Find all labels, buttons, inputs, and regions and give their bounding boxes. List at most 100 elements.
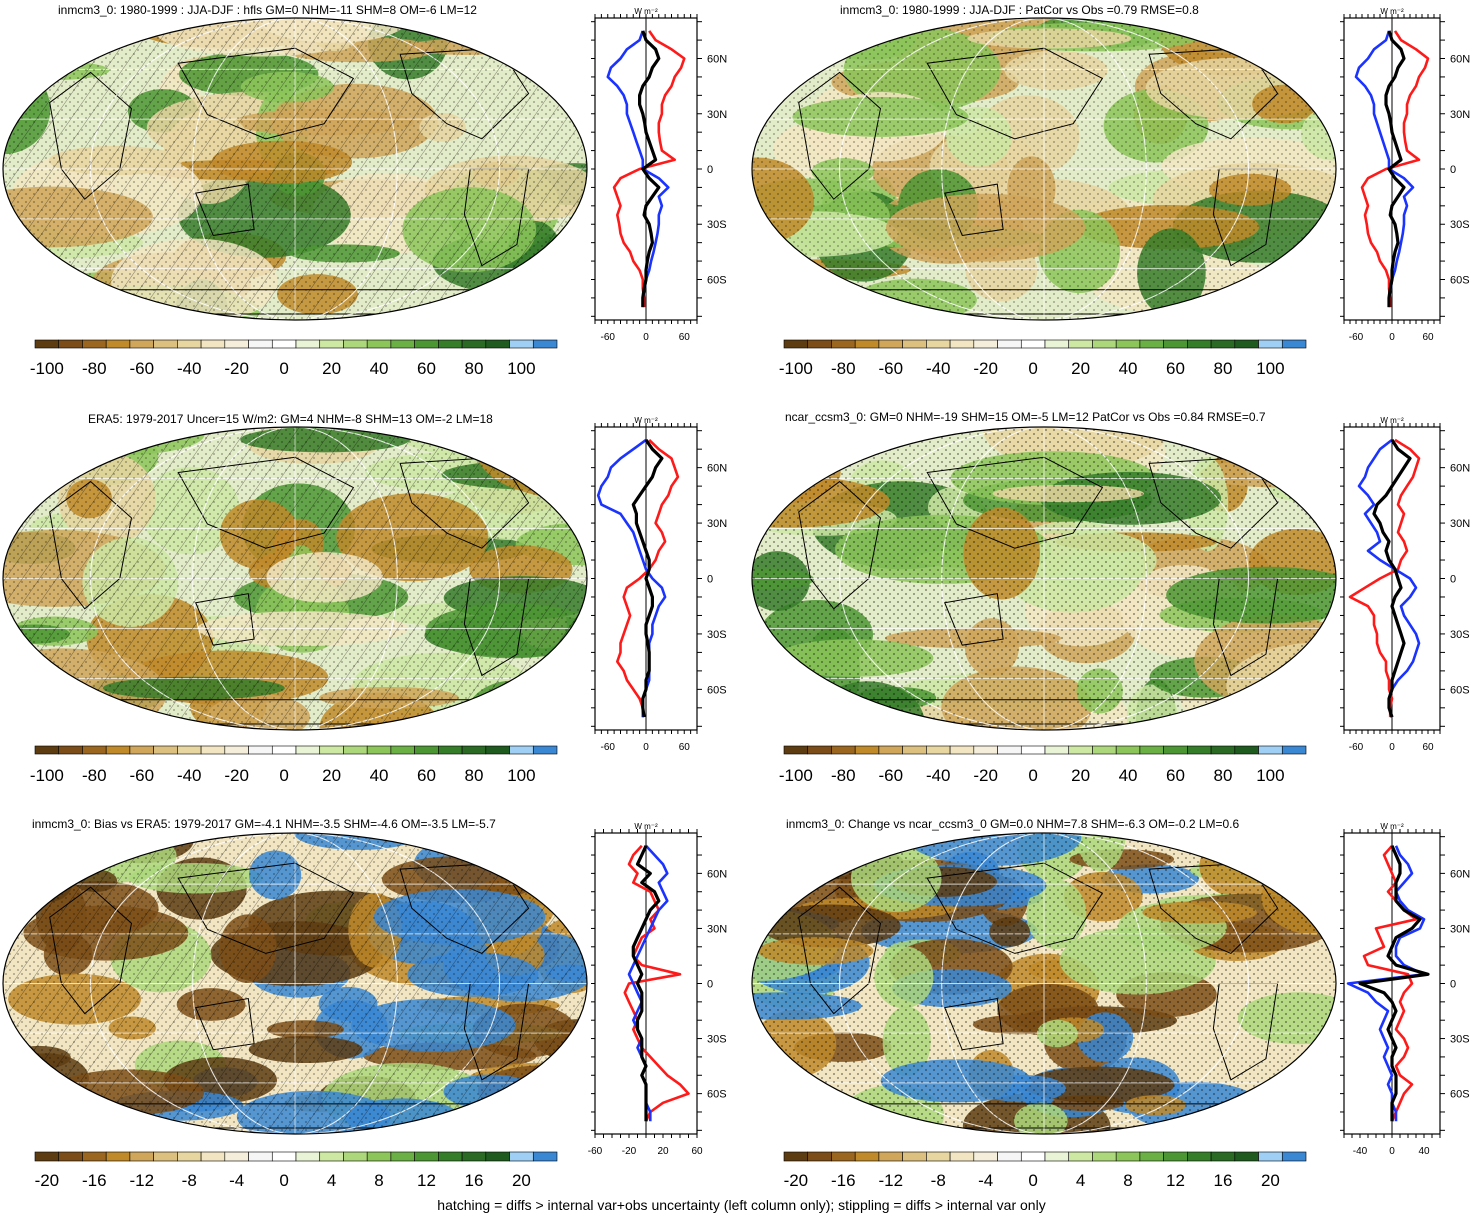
colorbar-box [1210, 339, 1236, 349]
colorbar-label: -20 [35, 1171, 60, 1190]
colorbar-label: 20 [1261, 1171, 1280, 1190]
colorbar-box [129, 745, 154, 755]
colorbar-box [271, 339, 297, 349]
field-blob [495, 272, 549, 320]
colorbar-box [390, 745, 415, 755]
colorbar-box [1044, 745, 1070, 755]
colorbar-label: -40 [926, 359, 951, 378]
panel-title: inmcm3_0: 1980-1999 : JJA-DJF : PatCor v… [840, 3, 1199, 17]
x-tick-label: 60 [679, 332, 691, 343]
lat-tick-label: 0 [1450, 979, 1456, 991]
colorbar-label: -100 [30, 359, 64, 378]
colorbar-label: -8 [931, 1171, 946, 1190]
colorbar-box [1281, 339, 1307, 349]
colorbar-label: 20 [1071, 359, 1090, 378]
panel-title: inmcm3_0: Change vs ncar_ccsm3_0 GM=0.0 … [786, 817, 1240, 831]
series-line-black [638, 30, 661, 308]
stippling [752, 427, 1336, 730]
colorbar-box [783, 745, 809, 755]
colorbar-box [1258, 1151, 1283, 1162]
colorbar-box [461, 339, 487, 349]
lat-tick-label: 60S [1450, 274, 1470, 286]
colorbar-box [1115, 339, 1141, 349]
x-tick-label: -60 [601, 742, 616, 753]
colorbar-box [1092, 339, 1117, 349]
x-tick-label: 0 [643, 742, 649, 753]
colorbar-box [461, 1151, 487, 1162]
map-border [751, 17, 1337, 321]
stippling [752, 833, 1336, 1134]
field-blob [3, 1091, 112, 1121]
colorbar-label: -16 [831, 1171, 856, 1190]
colorbar-box [1187, 1151, 1212, 1162]
lat-tick-label: 60S [707, 1089, 727, 1101]
colorbar-label: -60 [878, 766, 903, 785]
colorbar-box [200, 745, 226, 755]
field-blob [1196, 833, 1292, 857]
colorbar-box [200, 1151, 226, 1162]
colorbar-box [82, 1151, 107, 1162]
map-field [3, 18, 587, 320]
x-tick-label: 60 [1422, 332, 1434, 343]
colorbar-box [224, 1151, 249, 1162]
colorbar-box [319, 745, 344, 755]
colorbar-box [1092, 1151, 1117, 1162]
colorbar-box [973, 1151, 998, 1162]
field-blob [49, 269, 96, 320]
lat-tick-label: 60N [707, 868, 727, 880]
panel-title: inmcm3_0: Bias vs ERA5: 1979-2017 GM=-4.… [32, 817, 496, 831]
colorbar-box [414, 745, 439, 755]
lat-tick-label: 30N [707, 923, 727, 935]
lat-tick-label: 0 [707, 164, 713, 176]
x-tick-label: 0 [1389, 332, 1395, 343]
colorbar-box [105, 1151, 131, 1162]
colorbar-box [1139, 1151, 1164, 1162]
colorbar-label: 60 [417, 359, 436, 378]
colorbar-box [1139, 745, 1164, 755]
colorbar-label: 4 [327, 1171, 336, 1190]
colorbar-label: -100 [30, 766, 64, 785]
map-field [752, 427, 1336, 730]
lat-tick-label: 60S [1450, 684, 1470, 696]
map-border [751, 832, 1337, 1135]
colorbar-box [295, 745, 321, 755]
field-blob [3, 260, 42, 278]
colorbar-box [831, 745, 856, 755]
x-tick-label: 40 [1418, 1146, 1430, 1157]
colorbar-box [926, 1151, 951, 1162]
hatching [3, 18, 587, 320]
colorbar-label: 100 [1256, 359, 1284, 378]
lat-tick-label: 60N [1450, 54, 1470, 66]
lat-tick-label: 30N [1450, 109, 1470, 121]
colorbar-label: 20 [322, 766, 341, 785]
colorbar-box [82, 745, 107, 755]
colorbar-box [58, 745, 83, 755]
colorbar-box [1068, 339, 1093, 349]
colorbar-label: 40 [370, 359, 389, 378]
colorbar-label: 0 [279, 359, 288, 378]
colorbar-box [1281, 1151, 1307, 1162]
series-line-red [1360, 30, 1430, 308]
lat-tick-label: 0 [707, 574, 713, 586]
colorbar-label: -60 [878, 359, 903, 378]
colorbar-label: 80 [464, 766, 483, 785]
colorbar-box [58, 1151, 83, 1162]
colorbar-box [438, 339, 463, 349]
series-line-blue [1357, 438, 1421, 718]
colorbar-label: -60 [129, 359, 154, 378]
colorbar-box [34, 745, 60, 755]
series-line-red [1362, 844, 1418, 1122]
colorbar-label: -100 [779, 766, 813, 785]
colorbar-box [224, 339, 249, 349]
colorbar-box [1187, 745, 1212, 755]
colorbar-label: -80 [831, 766, 856, 785]
series-line-red [623, 844, 690, 1122]
hatching [3, 833, 587, 1134]
colorbar-label: -4 [978, 1171, 993, 1190]
colorbar-label: 80 [1213, 766, 1232, 785]
field-blob [1174, 427, 1336, 454]
colorbar-box [831, 339, 856, 349]
map-border [2, 426, 588, 731]
colorbar-box [878, 745, 903, 755]
colorbar-box [902, 339, 927, 349]
